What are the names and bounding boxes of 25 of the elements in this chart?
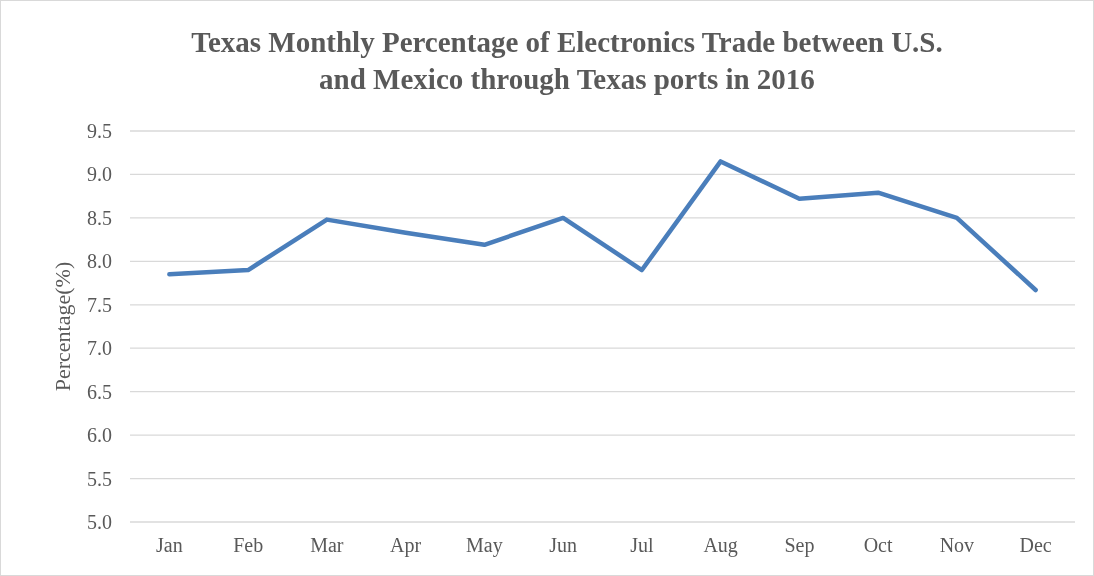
x-tick-label: Aug xyxy=(703,534,738,557)
chart-title: Texas Monthly Percentage of Electronics Trade between U.S. and Mexico through Texas ports in 2016 xyxy=(191,26,943,95)
x-tick-label: Feb xyxy=(233,534,264,556)
x-tick-label: Mar xyxy=(310,534,344,556)
y-tick-label: 6.0 xyxy=(87,424,112,447)
line-series xyxy=(167,159,1038,293)
x-tick-label: May xyxy=(466,534,503,557)
y-tick-label: 5.0 xyxy=(87,511,112,533)
x-tick-label: Jul xyxy=(630,534,654,556)
x-tick-label: Jan xyxy=(156,534,183,556)
x-tick-label: Oct xyxy=(863,534,893,556)
x-tick-label: Jun xyxy=(549,534,578,556)
y-tick-label: 7.5 xyxy=(87,293,112,316)
y-tick-label: 9.5 xyxy=(87,120,112,142)
y-tick-label: 5.5 xyxy=(87,467,112,490)
y-tick-label: 8.0 xyxy=(87,250,112,273)
y-tick-label: 9.0 xyxy=(87,163,112,186)
x-tick-label: Sep xyxy=(784,534,815,557)
x-tick-label: Nov xyxy=(939,534,975,556)
y-tick-label: 6.5 xyxy=(87,380,112,403)
x-tick-label: Apr xyxy=(390,534,422,557)
y-tick-label: 7.0 xyxy=(87,337,112,360)
y-tick-label: 8.5 xyxy=(87,206,112,229)
y-axis-title: Percentage(%) xyxy=(50,261,75,392)
x-tick-label: Dec xyxy=(1019,534,1052,556)
